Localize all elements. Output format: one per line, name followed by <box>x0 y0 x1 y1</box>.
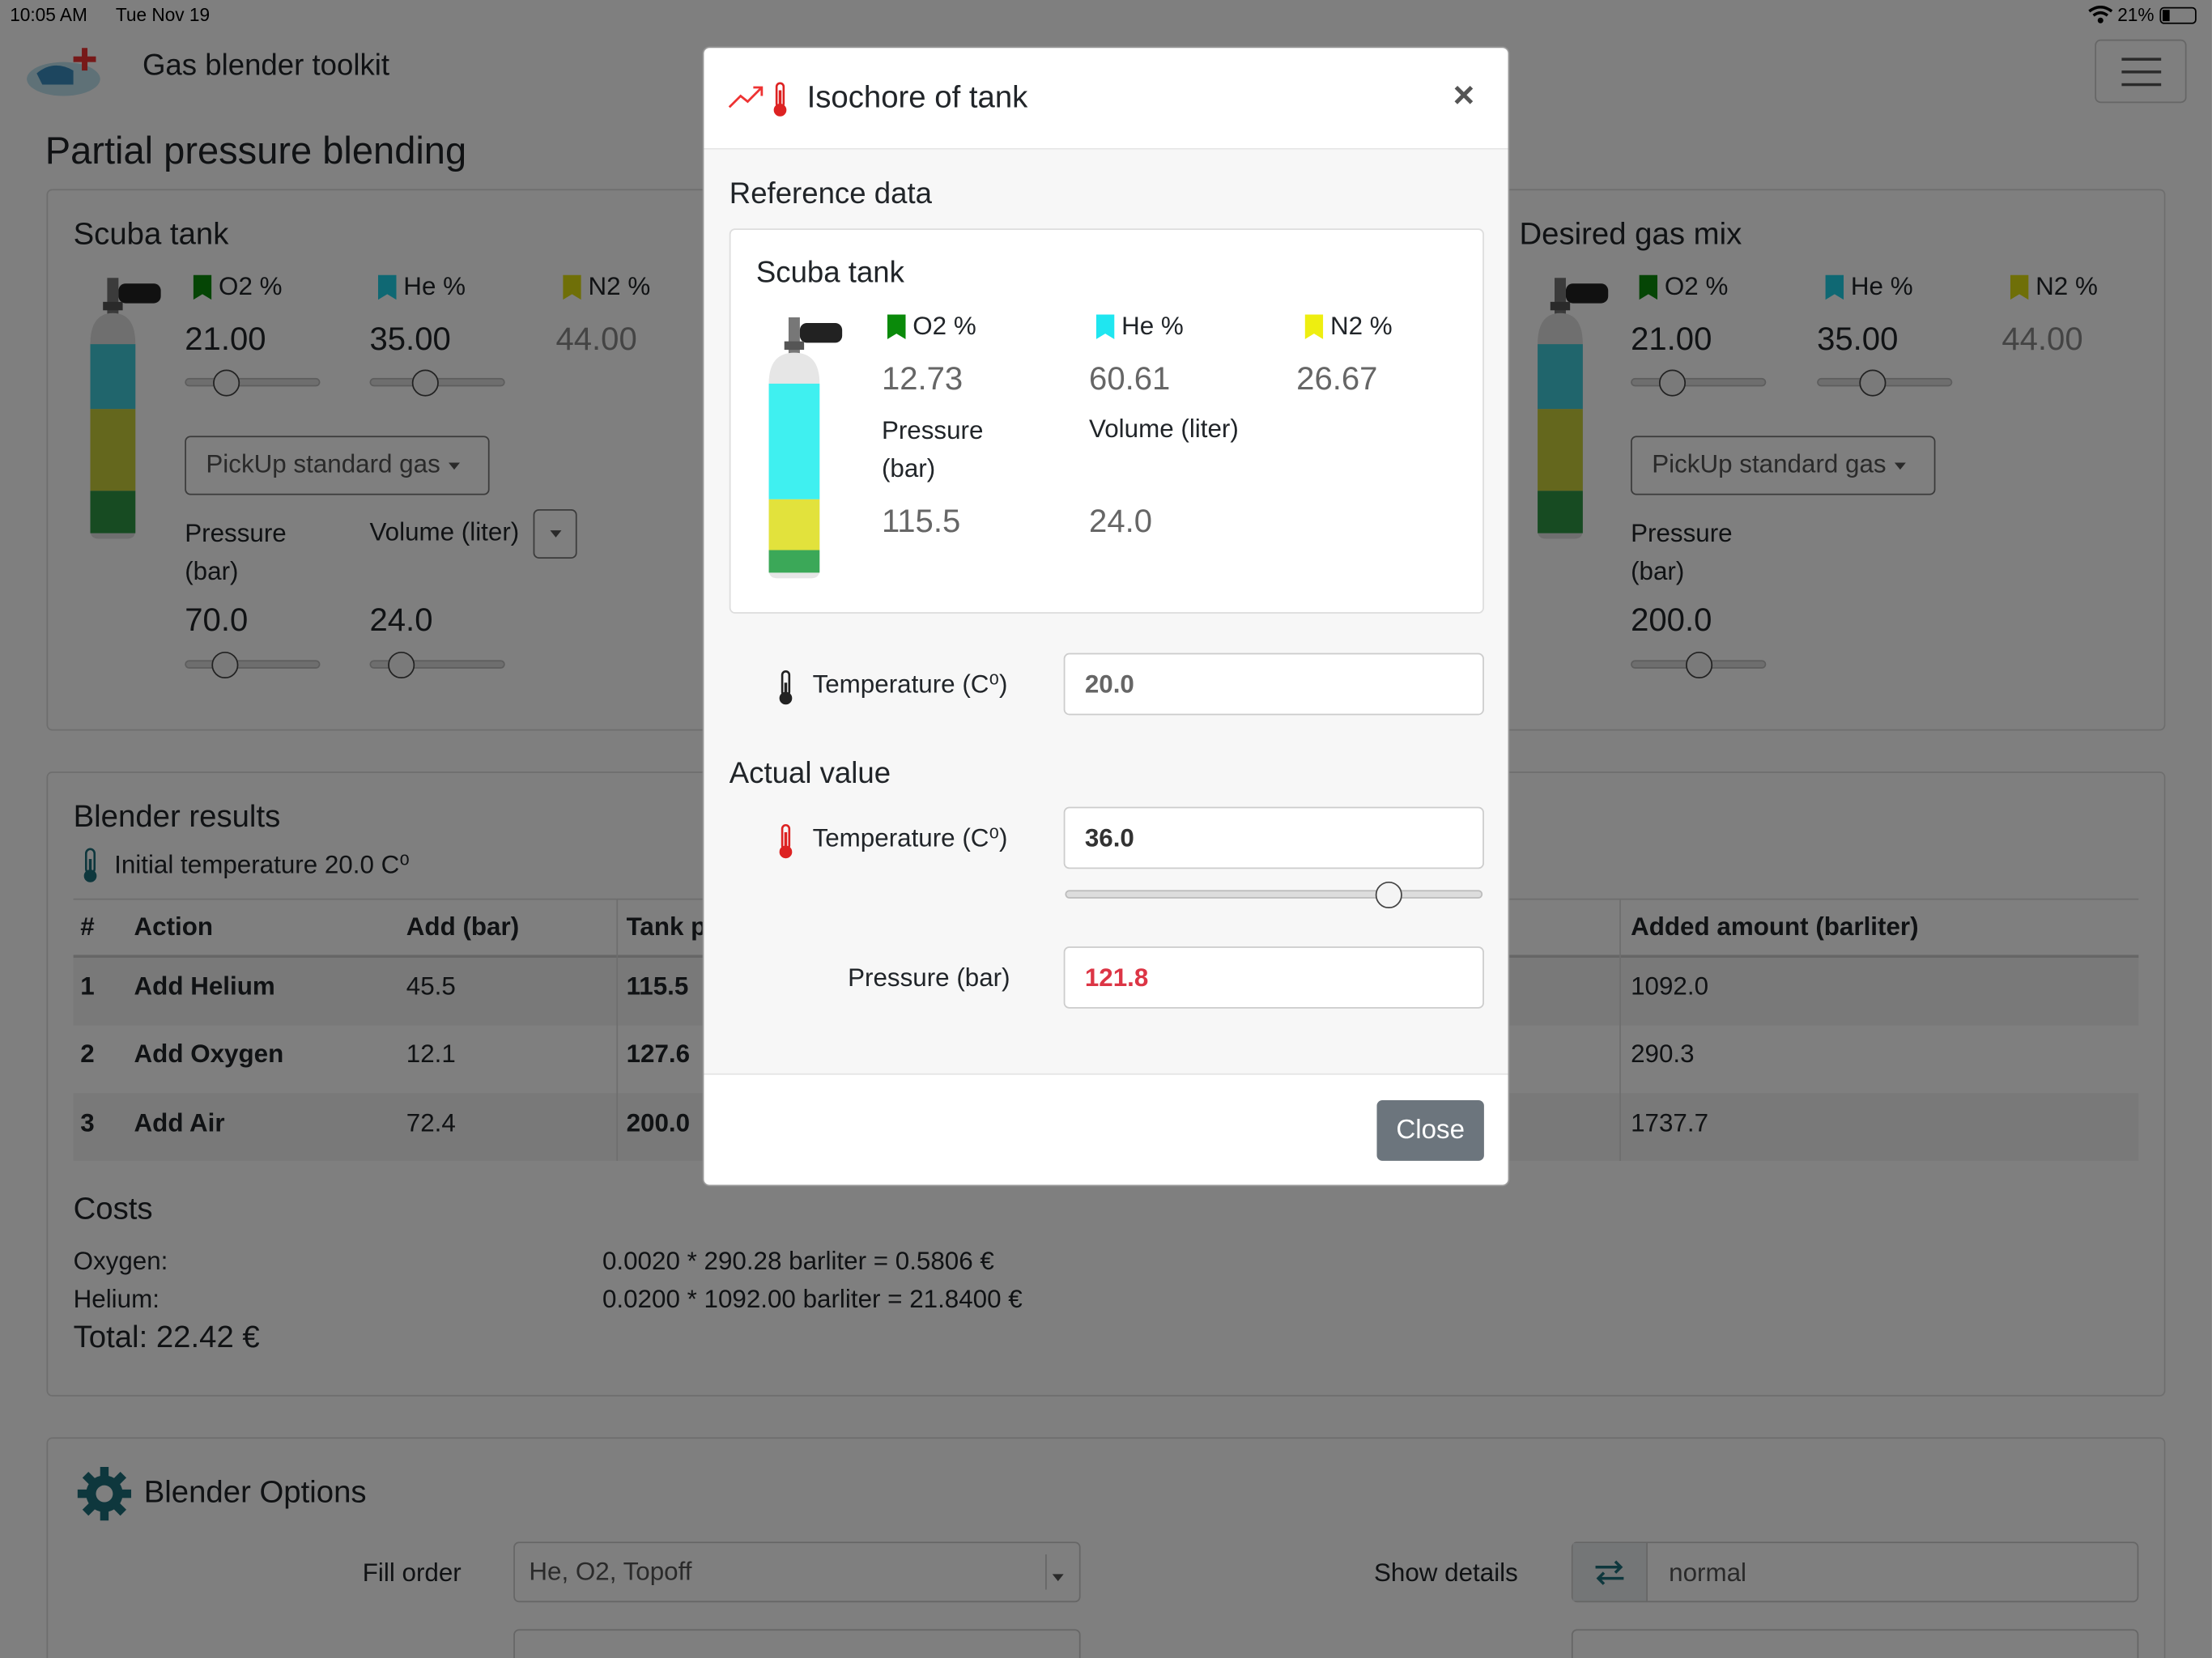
modal-n2-value: 26.67 <box>1296 359 1378 397</box>
reference-temperature-value: 20.0 <box>1084 669 1134 698</box>
close-button-label: Close <box>1396 1115 1465 1145</box>
thermometer-hot-icon <box>777 823 794 868</box>
trend-up-icon <box>728 83 764 119</box>
thermometer-icon <box>777 670 794 714</box>
modal-n2-label: N2 % <box>1329 312 1393 340</box>
modal-footer-divider <box>704 1073 1508 1075</box>
modal-header <box>704 48 1508 150</box>
reference-tank-icon <box>760 310 851 588</box>
close-icon[interactable]: × <box>1453 73 1475 116</box>
temperature-slider-knob[interactable] <box>1375 881 1402 909</box>
he-flag-icon <box>1095 313 1115 340</box>
modal-o2-label: O2 % <box>912 312 976 340</box>
actual-value-heading: Actual value <box>729 757 891 790</box>
n2-flag-icon <box>1304 313 1324 340</box>
actual-pressure-input[interactable]: 121.8 <box>1063 946 1484 1009</box>
modal-pressure-label: Pressure <box>881 415 984 444</box>
modal-o2-value: 12.73 <box>881 359 963 397</box>
close-button[interactable]: Close <box>1376 1099 1484 1161</box>
modal-title: Isochore of tank <box>806 79 1028 115</box>
actual-pressure-label: Pressure (bar) <box>848 963 1010 992</box>
modal-he-label: He % <box>1121 312 1184 340</box>
actual-pressure-value: 121.8 <box>1084 963 1149 991</box>
modal-pressure-value: 115.5 <box>881 502 961 539</box>
actual-temperature-input[interactable]: 36.0 <box>1063 806 1484 869</box>
reference-temperature-label: Temperature (C⁰) <box>812 670 1008 699</box>
actual-temperature-value: 36.0 <box>1084 823 1134 852</box>
reference-heading: Reference data <box>729 177 932 210</box>
reference-temperature-input[interactable]: 20.0 <box>1063 653 1484 716</box>
modal-volume-label: Volume (liter) <box>1089 414 1239 444</box>
modal-pressure-unit-label: (bar) <box>881 454 936 483</box>
temperature-slider[interactable] <box>1065 881 1483 909</box>
actual-temperature-label: Temperature (C⁰) <box>812 823 1008 852</box>
isochore-modal: Isochore of tank × Reference data Scuba … <box>702 46 1510 1187</box>
thermometer-hot-icon <box>772 82 789 125</box>
reference-tank-card <box>729 228 1484 614</box>
o2-flag-icon <box>887 313 906 340</box>
modal-he-value: 60.61 <box>1089 359 1171 397</box>
modal-volume-value: 24.0 <box>1089 502 1153 539</box>
reference-tank-title: Scuba tank <box>755 257 904 290</box>
